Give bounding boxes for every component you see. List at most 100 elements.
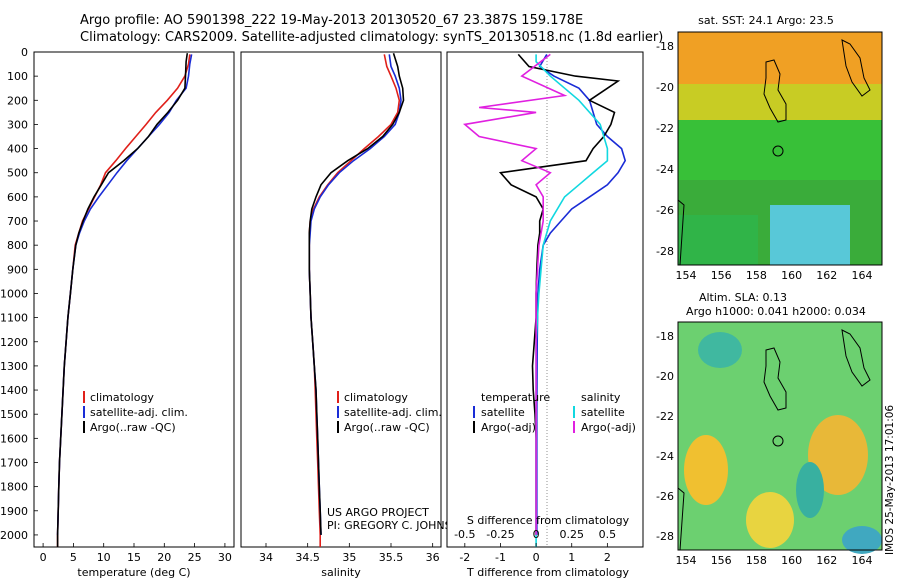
legend-label-sat: satellite-adj. clim.	[90, 406, 188, 419]
series-line-argo	[56, 53, 189, 547]
header-line1: Argo profile: AO 5901398_222 19-May-2013…	[80, 13, 583, 28]
series-line-sat_s	[535, 54, 609, 547]
s-diff-tick-label: -0.5	[454, 528, 475, 541]
sla-high-anomaly	[808, 415, 868, 495]
lon-tick-label: 158	[746, 269, 767, 282]
x-tick-label: -1	[495, 551, 506, 564]
argo-float-marker	[772, 435, 784, 447]
lon-tick-label: 164	[852, 554, 873, 567]
lon-tick-label: 160	[781, 269, 802, 282]
depth-tick-label: 300	[7, 118, 28, 131]
sst-warm-band	[678, 32, 882, 90]
temperature-frame	[33, 51, 235, 548]
x-tick-label: 10	[97, 551, 111, 564]
sla-high-anomaly	[684, 435, 728, 505]
lat-tick-label: -20	[656, 370, 674, 383]
difference-panel: -2 -1 0 1 2 -0.5 -0.25 0 0.25 0.5 S difference f…	[446, 51, 644, 579]
lat-tick-label: -24	[656, 450, 674, 463]
legend-title-salinity: salinity	[581, 391, 621, 404]
depth-tick-label: 100	[7, 70, 28, 83]
x-tick-label: 36	[426, 551, 440, 564]
depth-tick-label: 1200	[0, 336, 28, 349]
legend-label-clim: climatology	[90, 391, 154, 404]
series-line-argo	[308, 52, 405, 535]
depth-tick-label: 1900	[0, 505, 28, 518]
x-tick-label: 0	[40, 551, 47, 564]
lon-tick-label: 154	[676, 554, 697, 567]
legend-label-sat: satellite-adj. clim.	[344, 406, 442, 419]
legend-label-argo: Argo(..raw -QC)	[90, 421, 176, 434]
depth-tick-label: 1000	[0, 287, 28, 300]
depth-tick-label: 1600	[0, 432, 28, 445]
depth-tick-label: 2000	[0, 529, 28, 542]
depth-tick-label: 400	[7, 143, 28, 156]
depth-tick-label: 0	[21, 46, 28, 59]
salinity-frame	[240, 51, 442, 548]
sla-lat-labels: -18 -20 -22 -24 -26 -28	[656, 330, 674, 543]
sst-cool-patch	[770, 205, 850, 265]
legend-label-t-sat: satellite	[481, 406, 525, 419]
project-annotation-2: PI: GREGORY C. JOHNSON	[327, 519, 468, 532]
x-tick-label: 30	[218, 551, 232, 564]
legend-label-s-sat: satellite	[581, 406, 625, 419]
temperature-tick-labels: 0 5 10 15 20 25 30	[40, 543, 232, 564]
sst-map-frame	[677, 31, 883, 266]
sst-lat-labels: -18 -20 -22 -24 -26 -28	[656, 40, 674, 258]
sla-low-anomaly	[698, 332, 742, 368]
sst-green-band	[678, 120, 882, 180]
s-diff-tick-labels: -0.5 -0.25 0 0.25 0.5	[454, 528, 616, 541]
difference-legend: temperature salinity satellite Argo(-adj…	[473, 391, 636, 434]
lon-tick-label: 156	[711, 269, 732, 282]
imos-credit: IMOS 25-May-2013 17:01:06	[884, 405, 896, 555]
t-diff-xlabel: T difference from climatology	[466, 566, 629, 579]
depth-tick-label: 1700	[0, 456, 28, 469]
sla-low-anomaly	[796, 462, 824, 518]
sla-map: Altim. SLA: 0.13 Argo h1000: 0.041 h2000…	[656, 291, 883, 567]
depth-tick-label: 1300	[0, 360, 28, 373]
header-line2: Climatology: CARS2009. Satellite-adjuste…	[80, 30, 663, 45]
legend-label-clim: climatology	[344, 391, 408, 404]
lat-tick-label: -28	[656, 245, 674, 258]
sst-lon-labels: 154 156 158 160 162 164	[676, 269, 873, 282]
legend-title-temperature: temperature	[481, 391, 550, 404]
x-tick-label: 35.5	[379, 551, 404, 564]
series-line-argo_s	[462, 53, 568, 535]
depth-tick-label: 1800	[0, 481, 28, 494]
depth-tick-label: 600	[7, 191, 28, 204]
lon-tick-label: 162	[816, 269, 837, 282]
sla-map-title1: Altim. SLA: 0.13	[699, 291, 787, 304]
legend-label-t-argo: Argo(-adj)	[481, 421, 536, 434]
sst-map-title: sat. SST: 24.1 Argo: 23.5	[698, 14, 834, 27]
x-tick-label: 5	[70, 551, 77, 564]
temperature-legend: climatology satellite-adj. clim. Argo(..…	[83, 391, 188, 434]
lon-tick-label: 156	[711, 554, 732, 567]
sst-map: sat. SST: 24.1 Argo: 23.5 -18 -20 -22 -24 -2…	[656, 14, 883, 282]
lon-tick-label: 154	[676, 269, 697, 282]
x-tick-label: 34	[259, 551, 273, 564]
x-tick-label: 35	[342, 551, 356, 564]
salinity-tick-labels: 34 34.5 35 35.5 36	[259, 543, 440, 564]
legend-label-argo: Argo(..raw -QC)	[344, 421, 430, 434]
x-tick-label: -2	[459, 551, 470, 564]
lat-tick-label: -18	[656, 330, 674, 343]
sla-map-title2: Argo h1000: 0.041 h2000: 0.034	[686, 305, 866, 318]
sst-yellow-band	[678, 84, 882, 124]
sla-lon-labels: 154 156 158 160 162 164	[676, 554, 873, 567]
s-diff-tick-label: 0.25	[559, 528, 584, 541]
lat-tick-label: -26	[656, 204, 674, 217]
sla-high-anomaly	[746, 492, 794, 548]
t-diff-tick-labels: -2 -1 0 1 2	[459, 543, 611, 564]
lon-tick-label: 160	[781, 554, 802, 567]
depth-tick-label: 200	[7, 94, 28, 107]
lon-tick-label: 164	[852, 269, 873, 282]
lon-tick-label: 158	[746, 554, 767, 567]
x-tick-label: 15	[127, 551, 141, 564]
x-tick-label: 20	[157, 551, 171, 564]
s-diff-xlabel: S difference from climatology	[467, 514, 630, 527]
project-annotation-1: US ARGO PROJECT	[327, 506, 429, 519]
x-tick-label: 25	[188, 551, 202, 564]
lat-tick-label: -28	[656, 530, 674, 543]
x-tick-label: 2	[604, 551, 611, 564]
s-diff-tick-label: -0.25	[486, 528, 514, 541]
series-line-sat	[536, 53, 627, 535]
